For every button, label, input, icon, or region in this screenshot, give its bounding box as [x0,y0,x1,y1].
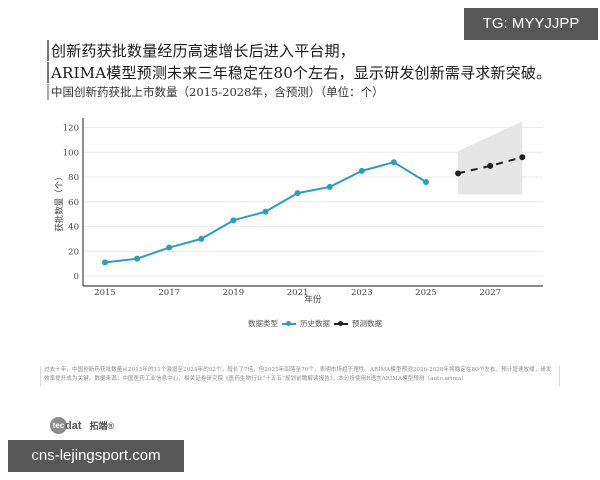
y-tick-label: 100 [63,148,79,158]
data-point [294,190,301,197]
x-tick-label: 2019 [223,288,245,298]
y-tick-label: 40 [68,223,79,233]
data-point [230,217,237,224]
x-tick-label: 2017 [158,288,180,298]
y-tick-label: 20 [68,247,79,257]
y-tick-label: 120 [63,124,79,134]
data-point [455,170,462,177]
logo-cn-text: 拓端® [89,421,115,431]
data-point [487,162,494,169]
y-axis-title: 获批数量（个） [54,172,65,232]
watermark-site-badge: cns-lejingsport.com [8,440,184,472]
x-tick-label: 2023 [351,288,373,298]
legend-item-history: 历史数据 [300,319,330,328]
legend-item-forecast: 预测数据 [352,319,382,328]
logo-mark-icon: tec [50,417,67,434]
data-point [166,244,173,251]
legend-line-marker-icon [282,320,296,328]
data-point [423,178,429,185]
chart-subtitle: 中国创新药获批上市数量（2015-2028年，含预测）（单位：个） [47,84,384,100]
confidence-band [458,121,523,195]
data-point [262,208,269,215]
x-tick-label: 2021 [287,288,309,298]
data-point [102,259,108,266]
headline-line-1: 创新药获批数量经历高速增长后进入平台期， [47,40,355,61]
data-point [358,167,365,174]
legend-dashed-marker-icon [334,320,348,328]
line-chart: 0 20 40 60 80 100 120 2015 2017 2019 2021 2023 2025… [54,118,543,305]
data-point [134,255,141,262]
x-tick-label: 2027 [479,288,501,298]
headline-line-2: ARIMA模型预测未来三年稳定在80个左右，显示研发创新需寻求新突破。 [47,62,551,83]
data-point [326,183,333,190]
x-tick-labels: 2015 2017 2019 2021 2023 2025 2027 [94,288,501,298]
legend-title: 数据类型 [248,319,278,328]
data-point [390,159,397,166]
data-point [198,235,205,242]
y-tick-label: 60 [68,198,79,208]
y-tick-label: 0 [74,272,79,282]
x-tick-label: 2025 [415,288,437,298]
x-tick-label: 2015 [94,288,116,298]
y-tick-label: 80 [68,173,79,183]
watermark-tg-badge: TG: MYYJJPP [464,8,598,40]
forecast-confidence-band [458,121,523,195]
data-point [519,154,526,161]
tecdat-logo: tec dat 拓端® [50,417,114,434]
chart-series [102,154,526,266]
logo-text: dat [65,419,82,432]
x-axis-title: 年份 [304,294,322,305]
chart-footnote: 过去十年，中国创新药获批数量从2015年的11个激增至2024年的92个，增长了… [40,366,560,386]
y-tick-labels: 0 20 40 60 80 100 120 [63,124,79,282]
chart-legend: 数据类型 历史数据 预测数据 [248,318,382,329]
